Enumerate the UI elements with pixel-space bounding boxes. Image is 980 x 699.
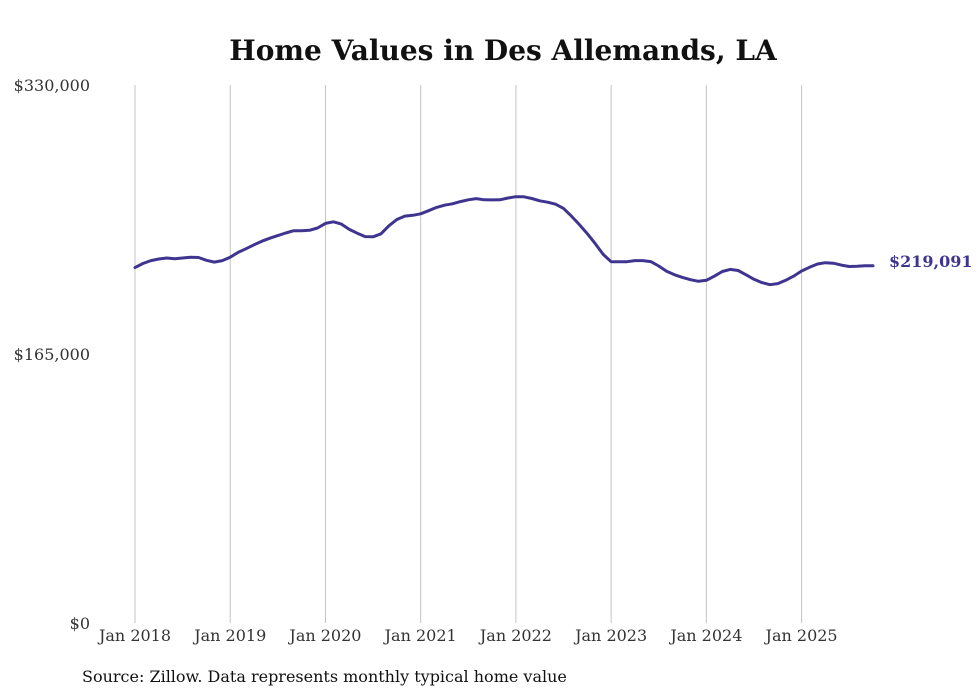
x-tick-label: Jan 2024 bbox=[668, 626, 742, 645]
x-tick-label: Jan 2023 bbox=[573, 626, 647, 645]
home-value-series-line bbox=[133, 195, 875, 287]
x-tick-label: Jan 2019 bbox=[192, 626, 266, 645]
x-tick-label: Jan 2025 bbox=[764, 626, 838, 645]
x-tick-label: Jan 2022 bbox=[478, 626, 552, 645]
y-tick-label: $330,000 bbox=[14, 76, 90, 95]
x-tick-label: Jan 2018 bbox=[97, 626, 171, 645]
y-tick-label: $0 bbox=[70, 614, 90, 633]
source-note: Source: Zillow. Data represents monthly … bbox=[82, 667, 567, 686]
x-tick-label: Jan 2021 bbox=[383, 626, 457, 645]
gridlines bbox=[134, 85, 803, 623]
x-axis-ticks: Jan 2018 Jan 2019 Jan 2020 Jan 2021 Jan 2022… bbox=[97, 626, 838, 645]
latest-value-label: $219,091 bbox=[889, 252, 973, 271]
y-tick-label: $165,000 bbox=[14, 345, 90, 364]
x-tick-label: Jan 2020 bbox=[287, 626, 361, 645]
y-axis-ticks: $0 $165,000 $330,000 bbox=[14, 76, 90, 633]
chart-title: Home Values in Des Allemands, LA bbox=[229, 34, 778, 67]
